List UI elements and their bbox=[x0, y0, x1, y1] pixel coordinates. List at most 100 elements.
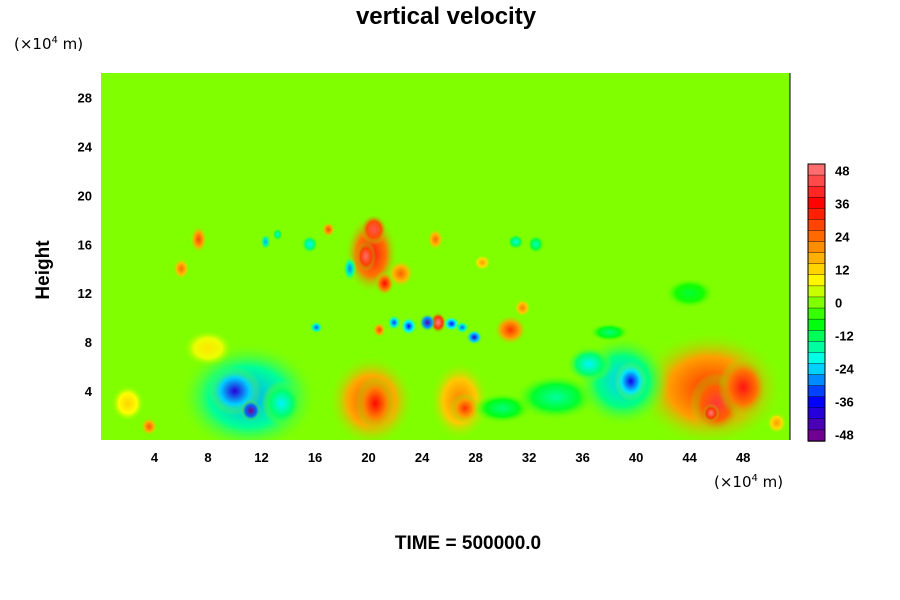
heatmap-feature bbox=[514, 298, 531, 318]
heatmap-feature bbox=[111, 384, 145, 422]
colorbar-tick-label: 36 bbox=[835, 197, 849, 212]
heatmap-feature bbox=[360, 214, 388, 245]
x-tick-label: 8 bbox=[204, 450, 211, 465]
x-tick-label: 32 bbox=[522, 450, 536, 465]
colorbar-tick-label: -12 bbox=[835, 329, 854, 344]
y-tick-label: 16 bbox=[78, 237, 92, 252]
colorbar-swatch bbox=[807, 418, 826, 431]
colorbar-swatch bbox=[807, 374, 826, 387]
x-axis-unit-label: (×104 m) bbox=[714, 473, 783, 491]
heatmap-feature bbox=[140, 417, 158, 436]
colorbar-swatch bbox=[807, 330, 826, 342]
x-tick-label: 4 bbox=[151, 450, 159, 465]
heatmap-feature bbox=[301, 235, 319, 254]
colorbar-swatch bbox=[807, 263, 826, 276]
x-tick-label: 16 bbox=[308, 450, 322, 465]
colorbar-swatch bbox=[807, 230, 826, 243]
colorbar-swatch bbox=[807, 341, 826, 354]
colorbar-tick-label: 24 bbox=[835, 230, 850, 245]
heatmap-feature bbox=[614, 361, 648, 402]
x-tick-label: 12 bbox=[254, 450, 268, 465]
x-tick-label: 40 bbox=[629, 450, 643, 465]
colorbar-swatch bbox=[807, 208, 826, 221]
heatmap-feature bbox=[718, 356, 769, 418]
heatmap-feature bbox=[455, 321, 469, 334]
x-tick-label: 48 bbox=[736, 450, 750, 465]
x-tick-label: 24 bbox=[415, 450, 430, 465]
colorbar-swatch bbox=[807, 197, 826, 210]
colorbar-swatch bbox=[807, 318, 826, 331]
heatmap-feature bbox=[565, 345, 613, 383]
heatmap-feature bbox=[321, 221, 336, 238]
heatmap-feature bbox=[507, 234, 525, 250]
y-tick-label: 4 bbox=[85, 384, 93, 399]
y-tick-label: 28 bbox=[78, 90, 92, 105]
colorbar-tick-label: -48 bbox=[835, 428, 854, 443]
chart-title: vertical velocity bbox=[356, 3, 537, 30]
heatmap-feature bbox=[493, 314, 528, 346]
heatmap-feature bbox=[465, 329, 483, 345]
colorbar-tick-label: 48 bbox=[835, 164, 849, 179]
colorbar-tick-label: 0 bbox=[835, 296, 842, 311]
heatmap-feature bbox=[664, 277, 715, 309]
heatmap-feature bbox=[766, 412, 787, 434]
heatmap-feature bbox=[309, 321, 324, 334]
heatmap-feature bbox=[473, 254, 491, 271]
colorbar-swatch bbox=[807, 219, 826, 232]
colorbar-tick-label: 12 bbox=[835, 263, 849, 278]
colorbar-swatch bbox=[807, 352, 826, 365]
heatmap-feature bbox=[261, 380, 302, 427]
heatmap-feature bbox=[449, 392, 480, 424]
heatmap-feature bbox=[527, 235, 545, 254]
colorbar-tick-label: -36 bbox=[835, 395, 854, 410]
heatmap-feature bbox=[387, 259, 415, 288]
colorbar-swatch bbox=[807, 396, 826, 409]
colorbar-swatch bbox=[807, 407, 826, 420]
colorbar-frame bbox=[807, 163, 826, 442]
heatmap-feature bbox=[272, 228, 283, 241]
colorbar: 48 36 24 12 0 -12 -24 -36 -48 bbox=[807, 163, 855, 443]
heatmap-feature bbox=[190, 225, 208, 254]
y-tick-label: 8 bbox=[85, 335, 92, 350]
heatmap-feature bbox=[589, 323, 630, 342]
colorbar-swatch bbox=[807, 307, 826, 320]
x-axis: 4 8 12 16 20 24 28 32 36 40 44 48 bbox=[151, 450, 751, 465]
heatmap-feature bbox=[172, 258, 190, 280]
colorbar-swatch bbox=[807, 252, 826, 265]
heatmap-feature bbox=[419, 313, 436, 332]
heatmap-feature bbox=[400, 317, 418, 336]
heatmap-feature bbox=[427, 228, 444, 251]
x-tick-label: 36 bbox=[575, 450, 589, 465]
heatmap-feature bbox=[343, 256, 357, 281]
heatmap-feature bbox=[260, 234, 271, 250]
heatmap-feature bbox=[182, 329, 234, 367]
heatmap-feature bbox=[387, 314, 401, 331]
heatmap-feature bbox=[240, 399, 261, 422]
heatmap-feature bbox=[702, 403, 720, 423]
y-axis: 4 8 12 16 20 24 28 bbox=[78, 90, 93, 399]
y-axis-unit-label: (×104 m) bbox=[14, 35, 83, 53]
colorbar-swatch bbox=[807, 174, 826, 187]
y-tick-label: 12 bbox=[78, 286, 92, 301]
heatmap-feature bbox=[372, 322, 386, 338]
x-tick-label: 28 bbox=[468, 450, 482, 465]
colorbar-swatch bbox=[807, 429, 826, 442]
y-tick-label: 24 bbox=[78, 139, 93, 154]
y-tick-label: 20 bbox=[78, 188, 92, 203]
colorbar-swatch bbox=[807, 285, 826, 298]
x-tick-label: 20 bbox=[361, 450, 375, 465]
time-label: TIME = 500000.0 bbox=[395, 533, 541, 554]
colorbar-swatch bbox=[807, 241, 826, 254]
plot-area bbox=[101, 73, 791, 440]
y-axis-label: Height bbox=[33, 240, 54, 300]
x-tick-label: 44 bbox=[682, 450, 697, 465]
colorbar-swatch bbox=[807, 185, 826, 198]
colorbar-swatch bbox=[807, 363, 826, 376]
colorbar-tick-label: -24 bbox=[835, 362, 855, 377]
colorbar-swatch bbox=[807, 274, 826, 287]
colorbar-swatch bbox=[807, 296, 826, 309]
colorbar-swatch bbox=[807, 385, 826, 398]
colorbar-swatch bbox=[807, 163, 826, 176]
heatmap-feature bbox=[355, 375, 396, 431]
